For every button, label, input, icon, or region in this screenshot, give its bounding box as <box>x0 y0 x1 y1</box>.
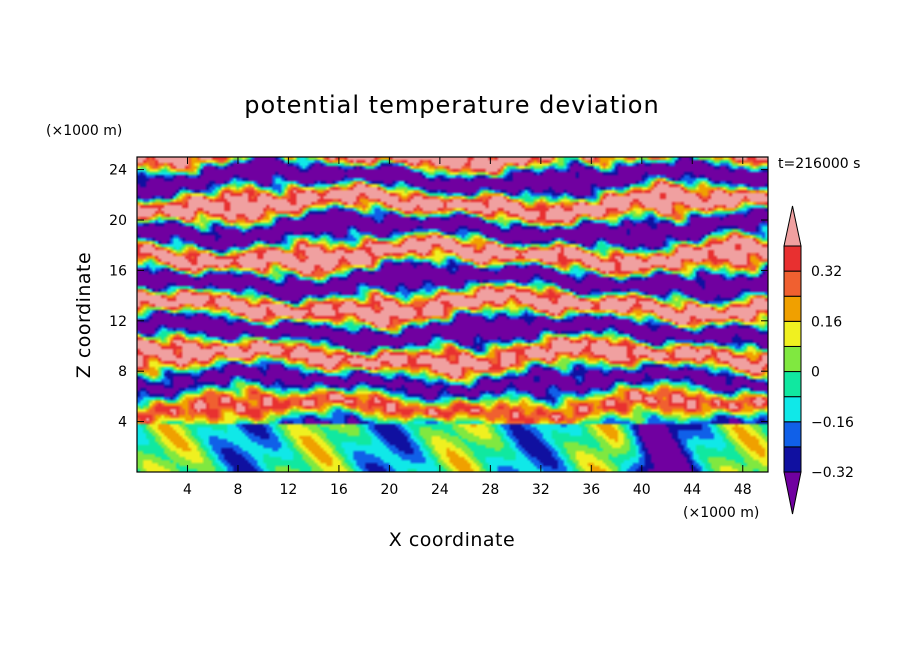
colorbar-label: 0.16 <box>811 314 842 330</box>
y-tick-label: 16 <box>109 263 127 279</box>
colorbar-label: −0.32 <box>811 465 854 481</box>
colorbar-segment <box>783 396 802 423</box>
colorbar-segment <box>783 371 802 398</box>
x-tick-label: 32 <box>532 482 550 498</box>
x-tick-label: 8 <box>233 482 242 498</box>
x-tick-label: 16 <box>330 482 348 498</box>
x-tick-label: 28 <box>481 482 499 498</box>
colorbar-segment <box>783 345 802 373</box>
x-tick-label: 48 <box>734 482 752 498</box>
colorbar-extend-max <box>783 205 802 247</box>
x-axis-label: X coordinate <box>389 529 515 551</box>
y-axis: 4 8 12 16 20 24 <box>109 163 768 431</box>
y-tick-label: 12 <box>109 314 127 330</box>
y-tick-label: 8 <box>118 364 127 380</box>
x-tick-label: 40 <box>633 482 651 498</box>
colorbar-extend-min <box>783 471 802 515</box>
colorbar-segment <box>783 245 802 272</box>
x-axis: 4 8 12 16 20 24 28 32 36 40 44 48 <box>183 157 752 498</box>
x-tick-label: 24 <box>431 482 449 498</box>
time-label: t=216000 s <box>778 156 860 172</box>
field-image <box>137 157 768 472</box>
colorbar-segment <box>783 320 802 347</box>
x-tick-label: 20 <box>380 482 398 498</box>
y-tick-label: 20 <box>109 213 127 229</box>
colorbar-label: 0 <box>811 365 820 381</box>
x-tick-label: 44 <box>683 482 701 498</box>
y-unit-label: (×1000 m) <box>46 123 122 139</box>
x-unit-label: (×1000 m) <box>683 505 759 521</box>
colorbar: 0.32 0.16 0 −0.16 −0.32 <box>783 205 854 515</box>
colorbar-segment <box>783 270 802 297</box>
colorbar-label: −0.16 <box>811 415 854 431</box>
colorbar-label: 0.32 <box>811 264 842 280</box>
y-axis-label: Z coordinate <box>73 252 95 378</box>
heatmap-field <box>137 157 768 472</box>
colorbar-segment <box>783 446 802 473</box>
y-tick-label: 24 <box>109 163 127 179</box>
chart-title: potential temperature deviation <box>244 91 659 119</box>
colorbar-segment <box>783 295 802 322</box>
y-tick-label: 4 <box>118 415 127 431</box>
x-tick-label: 4 <box>183 482 192 498</box>
x-tick-label: 36 <box>582 482 600 498</box>
plot-frame <box>136 156 769 473</box>
colorbar-segment <box>783 421 802 448</box>
x-tick-label: 12 <box>280 482 298 498</box>
